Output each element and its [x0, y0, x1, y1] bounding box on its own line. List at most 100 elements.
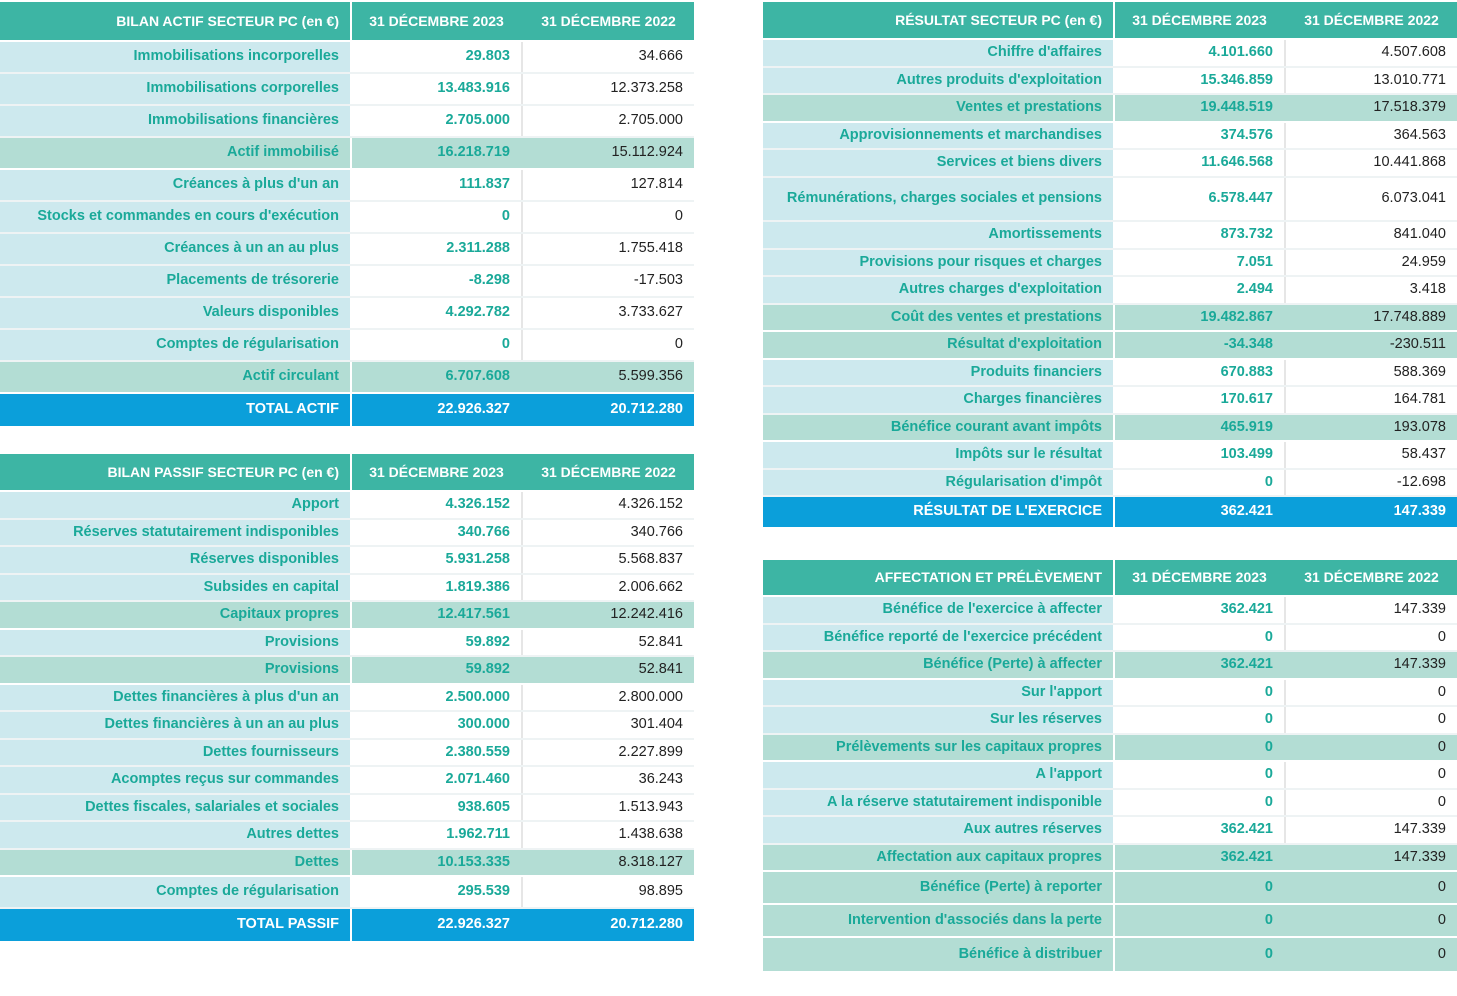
table-row: Impôts sur le résultat 103.499 58.437 [763, 442, 1457, 470]
value-2023: 938.605 [352, 795, 523, 820]
row-label: Comptes de régularisation [0, 877, 352, 907]
table-row: Autres charges d'exploitation 2.494 3.418 [763, 277, 1457, 305]
table-row: Charges financières 170.617 164.781 [763, 387, 1457, 415]
value-2022: 12.373.258 [523, 74, 694, 104]
table-row: Dettes 10.153.335 8.318.127 [0, 850, 694, 877]
column-header-2023: 31 DÉCEMBRE 2023 [1115, 560, 1286, 595]
table-total-row: RÉSULTAT DE L'EXERCICE 362.421 147.339 [763, 497, 1457, 527]
row-label: Dettes financières à un an au plus [0, 712, 352, 738]
value-2022: 2.006.662 [523, 575, 694, 600]
value-2022: 20.712.280 [523, 909, 694, 941]
table-row: Sur les réserves 0 0 [763, 707, 1457, 735]
table-row: A la réserve statutairement indisponible… [763, 790, 1457, 817]
value-2022: 147.339 [1286, 652, 1457, 678]
row-label: Dettes financières à plus d'un an [0, 685, 352, 710]
value-2023: 0 [1115, 680, 1286, 705]
value-2023: 29.803 [352, 42, 523, 72]
row-label: Provisions pour risques et charges [763, 250, 1115, 275]
table-row: Comptes de régularisation 295.539 98.895 [0, 877, 694, 909]
table-row: Dettes fournisseurs 2.380.559 2.227.899 [0, 740, 694, 767]
table-header-label: RÉSULTAT SECTEUR PC (en €) [763, 2, 1115, 38]
value-2023: 300.000 [352, 712, 523, 738]
table-row: Provisions 59.892 52.841 [0, 630, 694, 657]
value-2023: 6.578.447 [1115, 178, 1286, 220]
value-2023: 170.617 [1115, 387, 1286, 413]
value-2022: 340.766 [523, 520, 694, 545]
row-label: Sur les réserves [763, 707, 1115, 733]
value-2022: 193.078 [1286, 415, 1457, 440]
row-label: Capitaux propres [0, 602, 352, 628]
row-label: Créances à un an au plus [0, 234, 352, 264]
value-2023: -8.298 [352, 266, 523, 296]
affectation-table: AFFECTATION ET PRÉLÈVEMENT 31 DÉCEMBRE 20… [763, 560, 1457, 971]
value-2023: 0 [352, 202, 523, 232]
table-row: Réserves statutairement indisponibles 340… [0, 520, 694, 547]
value-2022: 127.814 [523, 170, 694, 200]
value-2023: 2.500.000 [352, 685, 523, 710]
value-2023: 4.326.152 [352, 492, 523, 518]
value-2022: 6.073.041 [1286, 178, 1457, 220]
table-header-row: BILAN PASSIF SECTEUR PC (en €) 31 DÉCEMBR… [0, 454, 694, 492]
value-2022: 1.755.418 [523, 234, 694, 264]
row-label: Bénéfice de l'exercice à affecter [763, 597, 1115, 623]
row-label: Intervention d'associés dans la perte [763, 905, 1115, 936]
row-label: Comptes de régularisation [0, 330, 352, 360]
value-2023: 374.576 [1115, 123, 1286, 148]
table-row: Immobilisations incorporelles 29.803 34.66… [0, 42, 694, 74]
value-2022: 4.507.608 [1286, 40, 1457, 66]
row-label: Bénéfice courant avant impôts [763, 415, 1115, 440]
value-2022: 1.513.943 [523, 795, 694, 820]
value-2023: 7.051 [1115, 250, 1286, 275]
table-row: Aux autres réserves 362.421 147.339 [763, 817, 1457, 845]
value-2022: 2.705.000 [523, 106, 694, 136]
value-2022: 0 [1286, 707, 1457, 733]
value-2023: 0 [1115, 707, 1286, 733]
value-2023: 19.482.867 [1115, 305, 1286, 330]
table-row: Provisions 59.892 52.841 [0, 657, 694, 685]
value-2023: 16.218.719 [352, 138, 523, 168]
value-2023: 59.892 [352, 630, 523, 655]
row-label: Autres dettes [0, 822, 352, 848]
table-row: Autres dettes 1.962.711 1.438.638 [0, 822, 694, 850]
value-2023: 0 [1115, 625, 1286, 650]
value-2023: -34.348 [1115, 332, 1286, 358]
table-row: Dettes financières à un an au plus 300.00… [0, 712, 694, 740]
row-label: A l'apport [763, 762, 1115, 788]
row-label: Approvisionnements et marchandises [763, 123, 1115, 148]
table-row: Rémunérations, charges sociales et pensi… [763, 178, 1457, 222]
table-row: Stocks et commandes en cours d'exécution… [0, 202, 694, 234]
table-row: Acomptes reçus sur commandes 2.071.460 36.… [0, 767, 694, 795]
value-2023: 13.483.916 [352, 74, 523, 104]
row-label: Ventes et prestations [763, 95, 1115, 121]
row-label: Prélèvements sur les capitaux propres [763, 735, 1115, 760]
table-row: Dettes fiscales, salariales et sociales 9… [0, 795, 694, 822]
row-label: Dettes fournisseurs [0, 740, 352, 765]
value-2023: 0 [1115, 735, 1286, 760]
table-row: Immobilisations corporelles 13.483.916 12.… [0, 74, 694, 106]
row-label: Subsides en capital [0, 575, 352, 600]
value-2022: 147.339 [1286, 845, 1457, 870]
table-row: Affectation aux capitaux propres 362.421 1… [763, 845, 1457, 872]
value-2022: 147.339 [1286, 817, 1457, 843]
table-row: Apport 4.326.152 4.326.152 [0, 492, 694, 520]
table-header-row: RÉSULTAT SECTEUR PC (en €) 31 DÉCEMBRE 20… [763, 2, 1457, 40]
value-2022: 0 [1286, 625, 1457, 650]
row-label: Sur l'apport [763, 680, 1115, 705]
value-2023: 465.919 [1115, 415, 1286, 440]
value-2022: -12.698 [1286, 470, 1457, 495]
row-label: Immobilisations incorporelles [0, 42, 352, 72]
value-2022: 0 [1286, 762, 1457, 788]
column-header-2023: 31 DÉCEMBRE 2023 [352, 454, 523, 490]
row-label: Bénéfice (Perte) à affecter [763, 652, 1115, 678]
row-label: Amortissements [763, 222, 1115, 248]
value-2022: 2.800.000 [523, 685, 694, 710]
table-header-label: AFFECTATION ET PRÉLÈVEMENT [763, 560, 1115, 595]
value-2022: 8.318.127 [523, 850, 694, 875]
value-2022: 147.339 [1286, 597, 1457, 623]
table-row: Valeurs disponibles 4.292.782 3.733.627 [0, 298, 694, 330]
table-row: A l'apport 0 0 [763, 762, 1457, 790]
row-label: Bénéfice reporté de l'exercice précédent [763, 625, 1115, 650]
value-2022: 164.781 [1286, 387, 1457, 413]
table-row: Comptes de régularisation 0 0 [0, 330, 694, 362]
row-label: Chiffre d'affaires [763, 40, 1115, 66]
